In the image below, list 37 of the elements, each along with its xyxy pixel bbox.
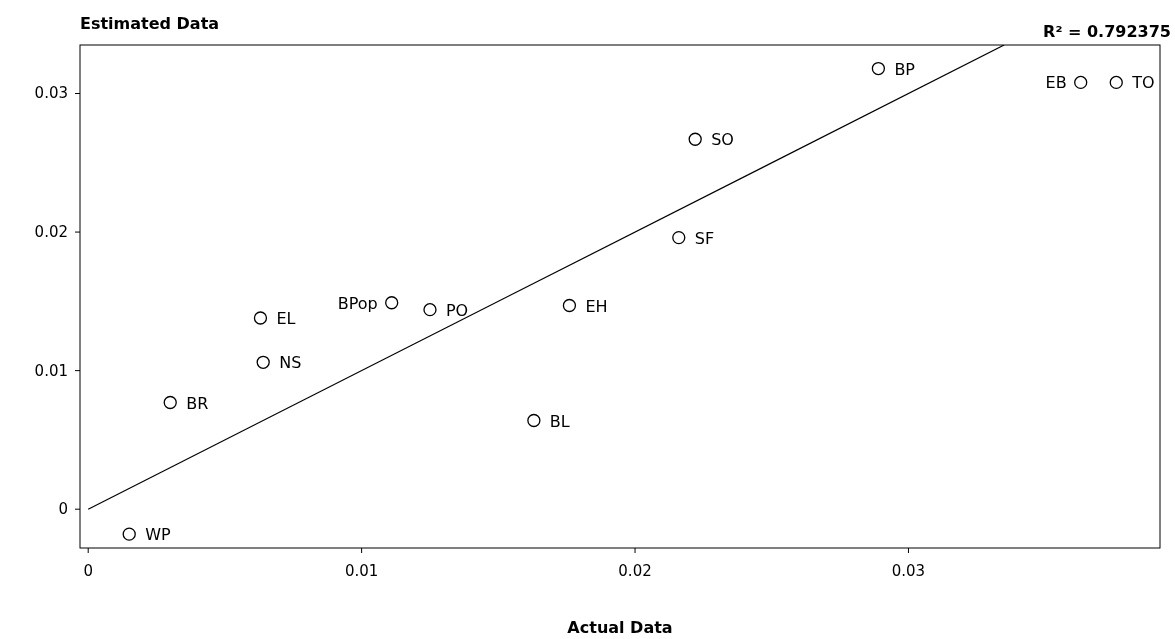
x-tick-label: 0.03: [891, 562, 926, 580]
annotation: BP: [894, 59, 916, 79]
annotation: SO: [711, 130, 734, 150]
x-tick-label: 0.02: [618, 562, 652, 580]
annotation: NS: [279, 353, 302, 373]
annotation: PO: [445, 300, 469, 320]
x-tick-label: 0.01: [344, 562, 379, 580]
text: R² = 0.792375: [1043, 22, 1171, 41]
annotation: SF: [694, 228, 715, 248]
point: [122, 527, 136, 541]
annotation: BL: [549, 411, 570, 431]
annotation: EB: [1045, 73, 1067, 93]
y-tick-label: 0: [58, 500, 68, 519]
annotation: WP: [145, 525, 172, 545]
point: [163, 395, 177, 410]
annotation: BPop: [337, 293, 378, 313]
x-axis-title: Actual Data: [567, 618, 673, 637]
y-axis-title: Estimated Data: [80, 14, 220, 33]
point: [1109, 75, 1123, 90]
point: [385, 296, 399, 310]
y-tick-label: 0.01: [34, 361, 68, 380]
point: [423, 303, 437, 317]
point: [562, 298, 577, 313]
x-tick-label: 0: [83, 562, 93, 580]
point: [527, 413, 541, 428]
point: [1074, 75, 1088, 90]
y-tick-label: 0.03: [34, 84, 68, 103]
point: [256, 355, 270, 369]
point: [871, 61, 886, 76]
annotation: EH: [585, 296, 608, 316]
annotation: BR: [186, 393, 209, 413]
point: [253, 311, 268, 325]
annotation: TO: [1131, 73, 1155, 93]
point: [688, 132, 702, 146]
point: [672, 230, 686, 245]
y-tick-label: 0.02: [34, 223, 68, 242]
annotation: EL: [276, 308, 296, 328]
